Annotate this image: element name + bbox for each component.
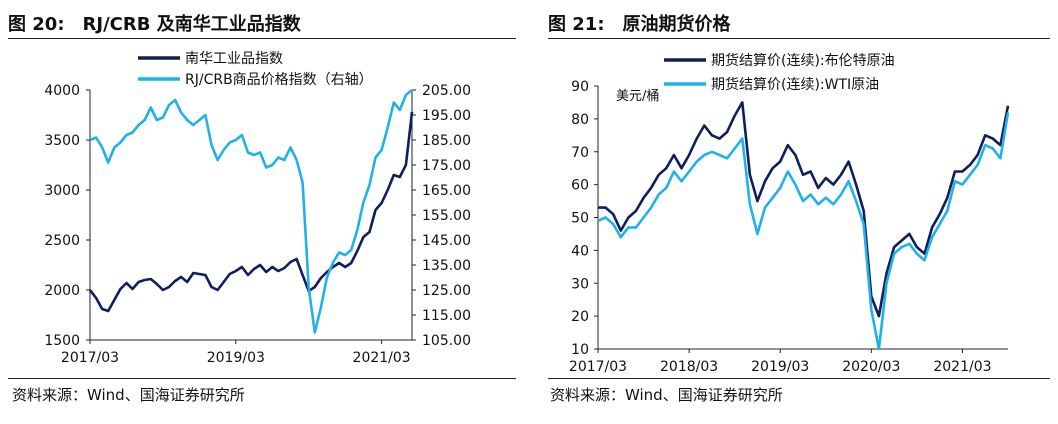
right-y-tick-label: 135.00 (422, 258, 471, 274)
x-tick-label: 2021/03 (933, 359, 991, 375)
series-line-wti (597, 112, 1010, 351)
left-y-tick-label: 3000 (44, 183, 80, 199)
x-tick-label: 2020/03 (842, 359, 900, 375)
right-y-tick-label: 145.00 (422, 233, 471, 249)
y-tick-label: 90 (571, 79, 589, 95)
left-y-tick-label: 4000 (44, 83, 80, 99)
left-y-tick-label: 2000 (44, 283, 80, 299)
left-y-tick-label: 2500 (44, 233, 80, 249)
figure-20-title: 图 20: RJ/CRB 及南华工业品指数 (8, 10, 301, 36)
figure-title-text: 原油期货价格 (622, 14, 731, 35)
source-note: 资料来源：Wind、国海证券研究所 (550, 386, 783, 404)
right-y-tick-label: 205.00 (422, 83, 471, 99)
y-tick-label: 10 (571, 342, 589, 358)
x-tick-label: 2017/03 (569, 359, 627, 375)
right-y-tick-label: 195.00 (422, 108, 471, 124)
title-rule (8, 38, 516, 39)
figure-20-panel: 图 20: RJ/CRB 及南华工业品指数 4000 3500 3000 2500 200… (0, 0, 520, 424)
figure-21-panel: 图 21: 原油期货价格 90 80 70 60 50 40 30 20 10 2017/03 201… (544, 0, 1058, 424)
y-tick-label: 20 (571, 309, 589, 325)
y-tick-label: 60 (571, 178, 589, 194)
right-y-tick-label: 115.00 (422, 308, 471, 324)
figure-number: 图 20: (8, 14, 65, 35)
figure-21-title: 图 21: 原油期货价格 (548, 10, 731, 36)
legend-label: 期货结算价(连续):布伦特原油 (711, 52, 895, 69)
left-y-tick-label: 3500 (44, 133, 80, 149)
y-tick-label: 30 (571, 276, 589, 292)
legend-label: RJ/CRB商品价格指数（右轴） (185, 72, 373, 88)
y-tick-label: 50 (571, 211, 589, 227)
series-line-nanhua (88, 111, 414, 313)
x-tick-label: 2018/03 (660, 359, 718, 375)
right-y-tick-label: 165.00 (422, 183, 471, 199)
right-y-tick-label: 175.00 (422, 158, 471, 174)
legend-label: 期货结算价(连续):WTI原油 (711, 76, 879, 93)
source-rule (8, 378, 516, 379)
right-y-tick-label: 185.00 (422, 133, 471, 149)
right-y-tick-label: 125.00 (422, 283, 471, 299)
x-tick-label: 2021/03 (353, 350, 411, 366)
x-tick-label: 2017/03 (61, 350, 119, 366)
title-rule (548, 38, 1050, 39)
y-tick-label: 80 (571, 112, 589, 128)
chart-rjcrb-nanhua: 4000 3500 3000 2500 2000 1500 205.00 195.00 185.… (44, 51, 471, 366)
source-note: 资料来源：Wind、国海证券研究所 (12, 386, 245, 404)
figure-number: 图 21: (548, 14, 605, 35)
x-tick-label: 2019/03 (751, 359, 809, 375)
left-y-tick-label: 1500 (44, 333, 80, 349)
series-line-brent (598, 101, 1010, 318)
figure-title-text: RJ/CRB 及南华工业品指数 (82, 14, 301, 35)
legend-label: 南华工业品指数 (185, 51, 283, 67)
series-line-rjcrb (89, 88, 413, 334)
right-y-tick-label: 105.00 (422, 333, 471, 349)
y-unit-label: 美元/桶 (616, 89, 659, 104)
y-tick-label: 70 (571, 145, 589, 161)
right-y-tick-label: 155.00 (422, 208, 471, 224)
y-tick-label: 40 (571, 243, 589, 259)
source-rule (548, 378, 1050, 379)
x-tick-label: 2019/03 (207, 350, 265, 366)
